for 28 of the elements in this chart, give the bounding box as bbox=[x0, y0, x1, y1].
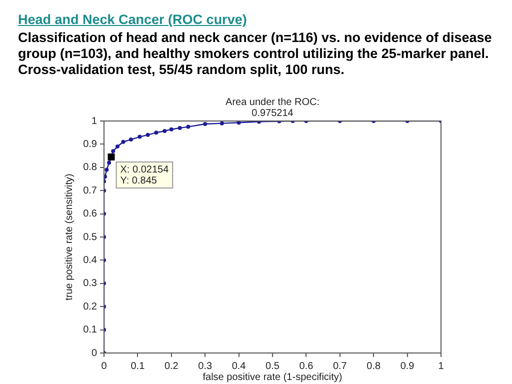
chart-subtitle: Classification of head and neck cancer (n=116) vs. no evidence of disease group (n=103), and healthy smokers control utilizing the 25-marker panel. Cross-validation test, 55/45 random split, 100 runs. bbox=[18, 30, 493, 78]
x-tick-label: 0.2 bbox=[164, 360, 179, 372]
y-tick-label: 0.5 bbox=[83, 232, 98, 243]
x-tick-label: 0.4 bbox=[232, 360, 246, 372]
y-tick-label: 1 bbox=[91, 116, 98, 127]
x-axis-title: false positive rate (1-specificity) bbox=[202, 372, 342, 383]
x-tick-label: 0.6 bbox=[299, 360, 314, 372]
x-tick-label: 0 bbox=[101, 360, 108, 372]
x-tick-label: 0.8 bbox=[366, 360, 381, 372]
y-tick-label: 0.7 bbox=[83, 185, 98, 196]
x-tick-label: 0.5 bbox=[266, 360, 280, 372]
y-axis-title: true positive rate (sensitivity) bbox=[64, 174, 75, 300]
y-tick-label: 0.3 bbox=[83, 278, 98, 290]
x-tick-label: 0.1 bbox=[130, 360, 146, 372]
annotation: X: 0.02154 Y: 0.845 bbox=[120, 164, 170, 187]
text: Area under the ROC: 0.975214 bbox=[226, 96, 320, 119]
y-tick-label: 0.1 bbox=[83, 324, 98, 336]
x-tick-label: 1 bbox=[438, 360, 444, 372]
y-tick-label: 0 bbox=[91, 348, 98, 359]
y-tick-label: 0.6 bbox=[83, 208, 98, 220]
y-tick-label: 0.4 bbox=[83, 254, 98, 266]
x-tick-label: 0.7 bbox=[332, 360, 348, 372]
y-tick-label: 0.8 bbox=[83, 162, 98, 174]
y-tick-label: 0.9 bbox=[83, 138, 98, 150]
y-tick-label: 0.2 bbox=[83, 301, 98, 312]
chart-title: Head and Neck Cancer (ROC curve) bbox=[18, 12, 247, 27]
x-tick-label: 0.9 bbox=[400, 360, 415, 372]
x-tick-label: 0.3 bbox=[198, 360, 212, 372]
